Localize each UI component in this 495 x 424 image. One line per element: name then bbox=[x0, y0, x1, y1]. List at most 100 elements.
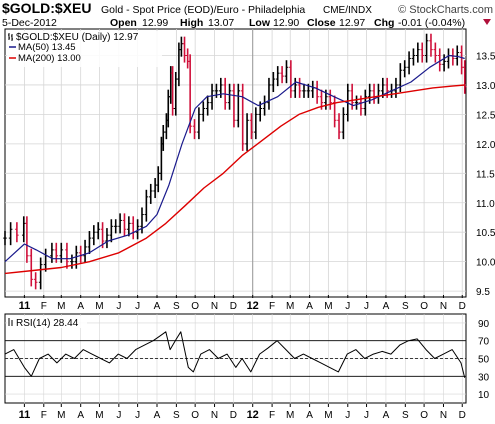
down-arrow-icon bbox=[483, 19, 491, 25]
legend-background bbox=[7, 31, 162, 67]
rsi-x-tick-label: A bbox=[383, 410, 390, 421]
price-bar bbox=[33, 272, 38, 290]
rsi-x-tick-label: O bbox=[191, 410, 199, 421]
price-legend: $GOLD:$XEU (Daily) 12.97 MA(50) 13.45 MA… bbox=[7, 31, 162, 67]
price-bar bbox=[54, 242, 59, 263]
price-x-tick-label: A bbox=[383, 301, 390, 312]
open-label: Open bbox=[110, 17, 137, 29]
rsi-x-tick-label: O bbox=[420, 410, 428, 421]
rsi-x-tick-label: F bbox=[41, 410, 47, 421]
price-x-tick-label: O bbox=[420, 301, 428, 312]
price-bar bbox=[135, 219, 140, 240]
price-x-axis: 11 F M A M J J A S O N D 12 F M A M J J A S O N D bbox=[19, 295, 466, 312]
price-bar bbox=[65, 242, 69, 269]
price-bar bbox=[201, 101, 206, 122]
price-panel: 9.5 10.0 10.5 11.0 11.5 12.0 12.5 13.0 13.5 $GOL… bbox=[3, 28, 495, 299]
price-bar bbox=[50, 242, 54, 263]
price-x-tick-label: M bbox=[57, 301, 65, 312]
chg-label: Chg bbox=[374, 17, 394, 29]
price-x-tick-label: N bbox=[211, 301, 218, 312]
ma50-line bbox=[4, 54, 465, 263]
rsi-x-tick-label: N bbox=[211, 410, 218, 421]
price-bar bbox=[38, 257, 43, 290]
price-y-axis: 9.5 10.0 10.5 11.0 11.5 12.0 12.5 13.0 13.5 bbox=[476, 52, 495, 299]
price-x-tick-label: F bbox=[269, 301, 275, 312]
rsi-x-tick-label: A bbox=[77, 410, 84, 421]
price-bar bbox=[140, 207, 144, 234]
rsi-x-tick-label: J bbox=[116, 410, 121, 421]
high-value: 13.07 bbox=[208, 17, 234, 29]
price-y-tick-label: 10.0 bbox=[476, 258, 495, 269]
price-x-tick-label: J bbox=[135, 301, 140, 312]
price-bar bbox=[437, 48, 442, 72]
price-bar bbox=[289, 60, 293, 98]
price-y-tick-label: 13.5 bbox=[476, 52, 495, 63]
rsi-y-tick-label: 50 bbox=[478, 355, 490, 366]
price-panel-title: $GOLD:$XEU (Daily) 12.97 bbox=[16, 32, 139, 43]
rsi-panel-title: RSI(14) 28.44 bbox=[16, 318, 79, 329]
price-bar bbox=[455, 45, 460, 66]
price-bar bbox=[249, 113, 254, 140]
price-bar bbox=[297, 77, 302, 98]
price-bar bbox=[29, 248, 34, 287]
price-y-tick-label: 10.5 bbox=[476, 228, 495, 239]
price-bar bbox=[25, 216, 29, 263]
rsi-x-tick-label: J bbox=[345, 410, 350, 421]
price-y-tick-label: 11.5 bbox=[476, 169, 495, 180]
price-x-tick-label: A bbox=[77, 301, 84, 312]
price-bar bbox=[192, 119, 197, 140]
legend-ma50: MA(50) 13.45 bbox=[18, 42, 76, 53]
price-bar bbox=[328, 89, 333, 110]
price-bar bbox=[363, 89, 368, 116]
price-bar bbox=[227, 83, 232, 110]
price-x-tick-label: J bbox=[364, 301, 369, 312]
rsi-x-tick-label: D bbox=[230, 410, 237, 421]
rsi-chart-type-icon bbox=[8, 318, 13, 326]
low-value: 12.90 bbox=[273, 17, 299, 29]
quote-date: 5-Dec-2012 bbox=[2, 17, 57, 29]
price-bar bbox=[118, 213, 122, 234]
price-bar bbox=[433, 42, 438, 63]
chart-type-icon bbox=[8, 33, 13, 41]
price-panel-frame bbox=[4, 28, 467, 298]
price-bar bbox=[109, 219, 114, 243]
price-bar bbox=[70, 254, 74, 269]
legend-ma200: MA(200) 13.00 bbox=[18, 53, 81, 64]
exchange-label: CME/INDX bbox=[323, 5, 372, 16]
price-bar bbox=[87, 231, 92, 255]
symbol: $GOLD:$XEU bbox=[2, 0, 91, 16]
price-bar bbox=[240, 83, 245, 151]
price-y-tick-label: 13.0 bbox=[476, 81, 495, 92]
price-x-tick-label: M bbox=[95, 301, 103, 312]
price-bar bbox=[122, 213, 127, 237]
rsi-series-group bbox=[4, 331, 466, 378]
rsi-x-tick-label: A bbox=[306, 410, 313, 421]
price-bar bbox=[411, 48, 416, 66]
price-bar bbox=[271, 71, 276, 93]
price-bar bbox=[280, 66, 284, 84]
stockcharts-brand: © StockCharts.com bbox=[398, 4, 493, 16]
price-bar bbox=[416, 42, 420, 63]
rsi-y-tick-label: 90 bbox=[478, 319, 490, 330]
close-value: 12.97 bbox=[339, 17, 365, 29]
price-x-tick-label: 12 bbox=[247, 300, 259, 312]
price-bar bbox=[402, 60, 407, 78]
price-bar bbox=[429, 33, 433, 57]
symbol-description: Gold - Spot Price (EOD)/Euro - Philadelp… bbox=[101, 4, 305, 16]
rsi-legend-background bbox=[7, 316, 87, 328]
price-bar bbox=[245, 113, 249, 151]
price-bar bbox=[394, 77, 398, 98]
price-bar bbox=[197, 107, 201, 140]
rsi-x-tick-label: J bbox=[364, 410, 369, 421]
price-bar bbox=[210, 83, 214, 110]
rsi-line bbox=[4, 331, 466, 378]
price-bar bbox=[284, 60, 289, 84]
price-bar bbox=[100, 222, 105, 249]
price-x-tick-label: 11 bbox=[19, 300, 31, 312]
price-bar bbox=[254, 107, 258, 140]
rsi-y-tick-label: 30 bbox=[478, 372, 490, 383]
price-bar bbox=[236, 83, 241, 128]
price-bar bbox=[148, 183, 153, 204]
price-bar bbox=[462, 60, 467, 94]
